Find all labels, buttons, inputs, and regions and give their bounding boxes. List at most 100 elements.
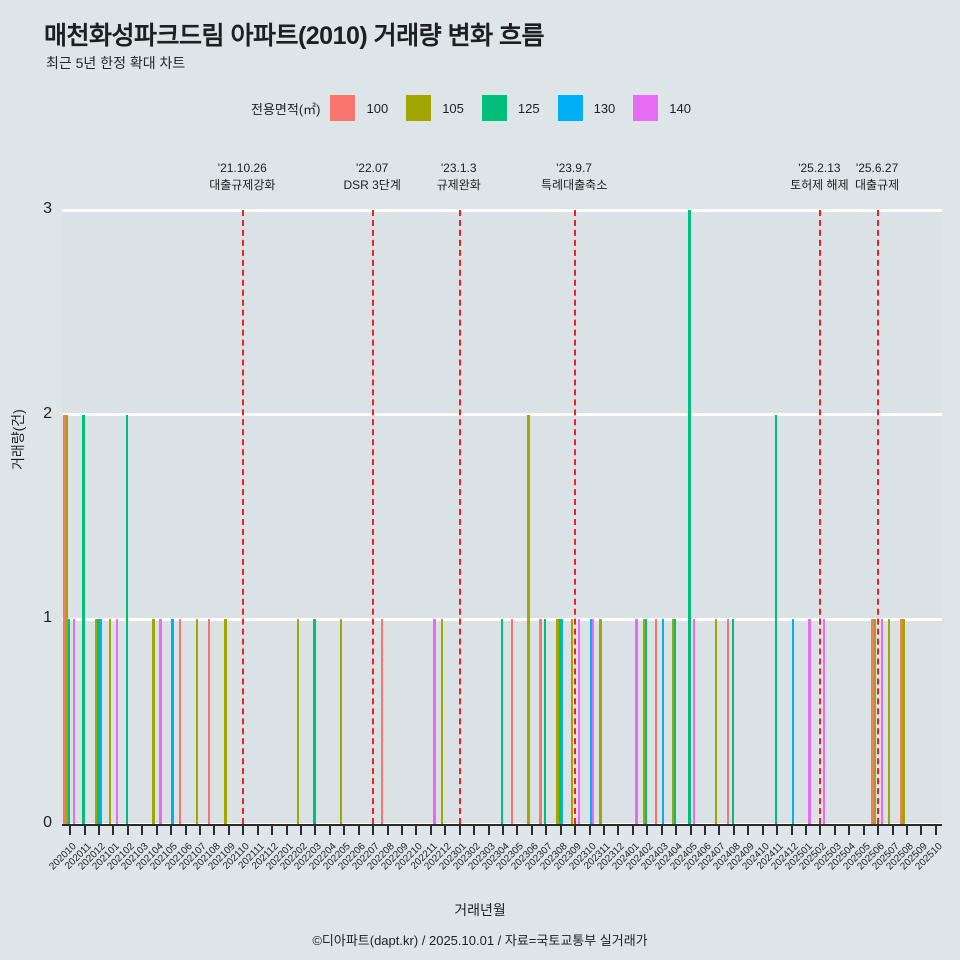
bar-202502-140[interactable] — [822, 619, 826, 824]
bar-202402-125[interactable] — [645, 619, 648, 824]
bar-202104-105[interactable] — [152, 619, 155, 824]
bar-202107-105[interactable] — [195, 619, 198, 824]
bar-202501-140[interactable] — [808, 619, 811, 824]
x-tick-202303 — [487, 824, 490, 835]
x-tick-202203 — [314, 824, 317, 835]
bar-202106-100[interactable] — [178, 619, 182, 824]
legend-item-130[interactable]: 130 — [557, 95, 628, 121]
bar-202306-105[interactable] — [527, 414, 530, 824]
bar-202010-125[interactable] — [68, 619, 71, 824]
x-tick-202301 — [458, 824, 461, 835]
y-tick-label-0: 0 — [43, 814, 52, 831]
x-tick-202510 — [934, 824, 937, 835]
x-tick-202503 — [833, 824, 836, 835]
bar-202102-125[interactable] — [125, 414, 129, 824]
event-line-202309 — [574, 210, 577, 824]
x-tick-202206 — [357, 824, 360, 835]
bar-202405-125[interactable] — [688, 210, 691, 824]
bar-202208-100[interactable] — [380, 619, 384, 824]
x-tick-202309 — [574, 824, 577, 835]
x-tick-202210 — [415, 824, 418, 835]
x-tick-202506 — [877, 824, 880, 835]
event-annotation-202502: '25.2.13 토허제 해제 — [790, 160, 849, 194]
bar-202507-105[interactable] — [887, 619, 891, 824]
x-tick-202201 — [285, 824, 288, 835]
bar-202212-105[interactable] — [440, 619, 444, 824]
bar-202304-125[interactable] — [500, 619, 504, 824]
bar-202011-125[interactable] — [82, 414, 85, 824]
bar-202308-130[interactable] — [560, 619, 564, 824]
bar-202506-100[interactable] — [871, 619, 874, 824]
bar-202506-140[interactable] — [880, 619, 883, 824]
bar-202101-105[interactable] — [108, 619, 112, 824]
bar-202205-105[interactable] — [339, 619, 343, 824]
x-tick-202212 — [444, 824, 447, 835]
bar-202506-105[interactable] — [873, 619, 876, 824]
bar-202402-105[interactable] — [642, 619, 646, 824]
x-tick-202311 — [602, 824, 605, 835]
x-tick-202012 — [98, 824, 101, 835]
y-tick-label-1: 1 — [43, 609, 52, 627]
bar-202404-105[interactable] — [671, 619, 674, 824]
bar-202403-130[interactable] — [661, 619, 665, 824]
bar-202010-105[interactable] — [65, 414, 69, 824]
x-tick-202403 — [660, 824, 663, 835]
y-tick-label-2: 2 — [43, 404, 52, 422]
bar-202307-125[interactable] — [544, 619, 547, 824]
bar-202508-100[interactable] — [900, 619, 903, 824]
bar-202308-125[interactable] — [558, 619, 561, 824]
bar-202310-130[interactable] — [589, 619, 593, 824]
x-tick-202507 — [891, 824, 894, 835]
bar-202309-140[interactable] — [577, 619, 580, 824]
bar-202012-105[interactable] — [94, 619, 97, 824]
bar-202407-105[interactable] — [714, 619, 718, 824]
x-tick-202502 — [819, 824, 822, 835]
legend-item-125[interactable]: 125 — [481, 95, 552, 121]
bar-202104-140[interactable] — [159, 619, 162, 824]
bar-202010-100[interactable] — [63, 414, 66, 824]
x-tick-202412 — [790, 824, 793, 835]
x-tick-202504 — [848, 824, 851, 835]
bar-202412-130[interactable] — [791, 619, 795, 824]
bar-202404-125[interactable] — [673, 619, 677, 824]
bar-202405-140[interactable] — [693, 619, 696, 824]
bar-202311-105[interactable] — [599, 619, 602, 824]
bar-202309-105[interactable] — [570, 619, 573, 824]
bar-202401-140[interactable] — [635, 619, 638, 824]
bar-202203-125[interactable] — [313, 619, 316, 824]
bar-202105-130[interactable] — [171, 619, 174, 824]
x-tick-202112 — [271, 824, 274, 835]
bar-202403-100[interactable] — [654, 619, 658, 824]
x-tick-202011 — [83, 824, 86, 835]
legend-item-100[interactable]: 100 — [330, 95, 400, 121]
plot-area — [62, 208, 942, 826]
bar-202109-105[interactable] — [224, 619, 227, 824]
bar-202310-140[interactable] — [592, 619, 595, 824]
bar-202202-105[interactable] — [296, 619, 299, 824]
x-tick-202109 — [227, 824, 230, 835]
x-tick-202101 — [112, 824, 115, 835]
bar-202108-100[interactable] — [207, 619, 210, 824]
bar-202308-105[interactable] — [556, 619, 559, 824]
bar-202508-105[interactable] — [902, 619, 905, 824]
legend-swatch-130 — [557, 95, 583, 121]
page-title: 매천화성파크드림 아파트(2010) 거래량 변화 흐름 — [44, 22, 545, 50]
legend-item-105[interactable]: 105 — [406, 95, 476, 121]
event-line-202301 — [458, 210, 461, 824]
bar-202012-130[interactable] — [99, 619, 102, 824]
bar-202408-125[interactable] — [731, 619, 734, 824]
event-annotation-date: '25.2.13 — [798, 161, 841, 175]
legend-item-140[interactable]: 140 — [633, 95, 703, 121]
bar-202101-140[interactable] — [116, 619, 119, 824]
bar-202012-125[interactable] — [96, 619, 100, 824]
bar-202411-125[interactable] — [774, 414, 778, 824]
x-tick-202401 — [631, 824, 634, 835]
bar-202307-100[interactable] — [539, 619, 542, 824]
bar-202010-140[interactable] — [72, 619, 76, 824]
bar-202211-140[interactable] — [433, 619, 436, 824]
legend-label-140: 140 — [669, 100, 691, 116]
x-tick-202111 — [256, 824, 259, 835]
bar-202408-100[interactable] — [726, 619, 730, 824]
bar-202305-100[interactable] — [510, 619, 513, 824]
